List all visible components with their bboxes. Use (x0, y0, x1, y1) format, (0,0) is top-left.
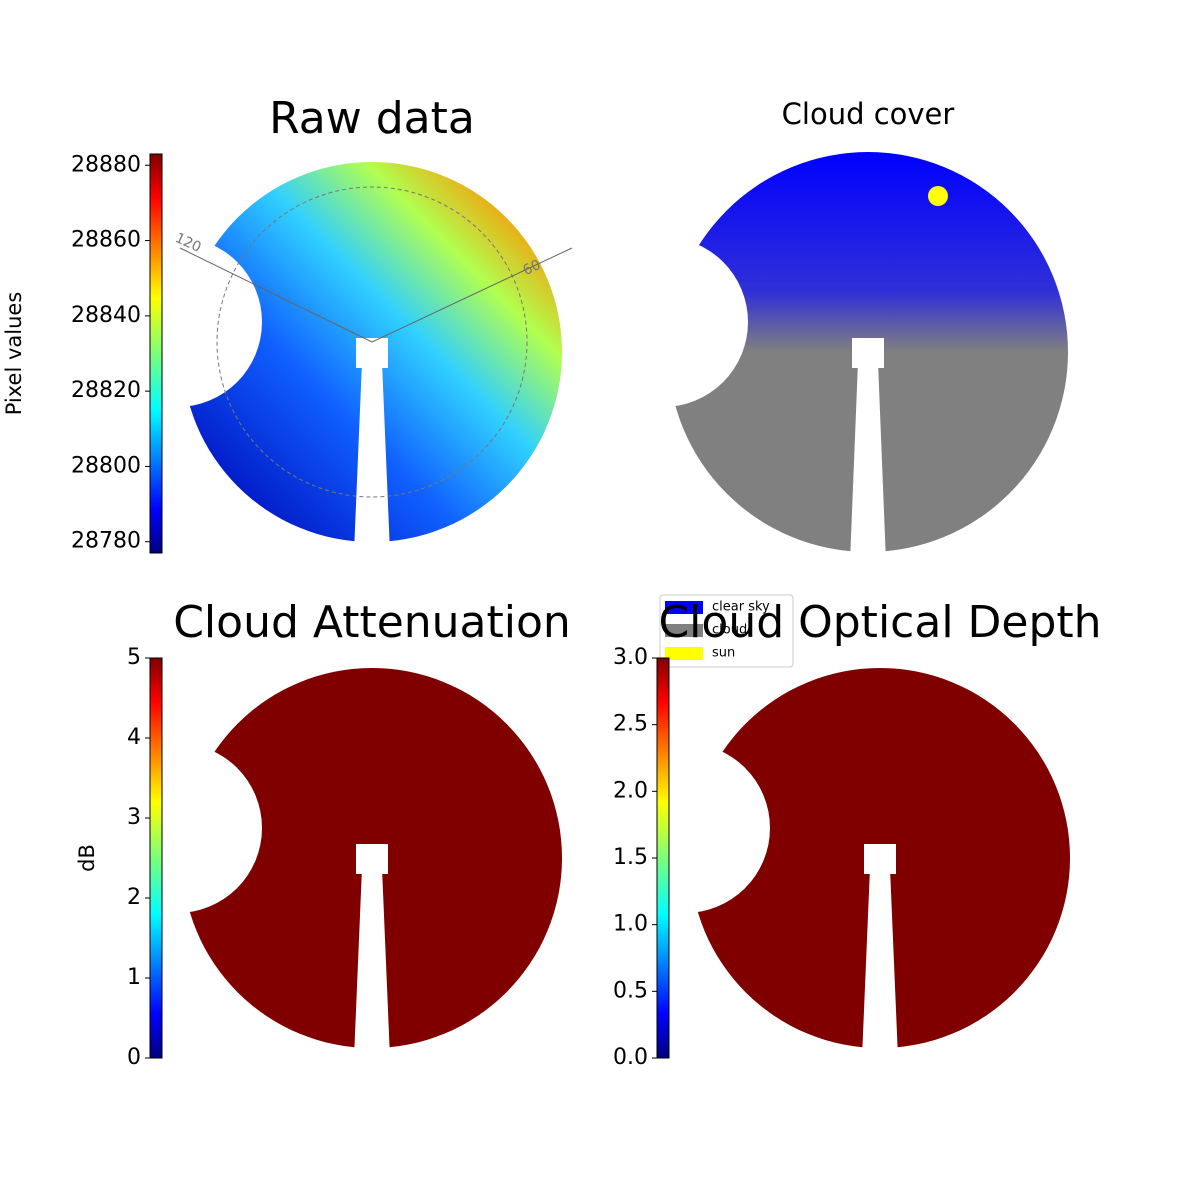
mask-mast (850, 362, 886, 562)
mask-mast (354, 362, 390, 552)
legend-swatch (665, 601, 703, 614)
colorbar-tick-label: 0.0 (613, 1045, 648, 1070)
mask-notch (600, 743, 770, 913)
mask-box (852, 338, 884, 368)
polar-axis (371, 247, 573, 343)
legend-swatch (665, 624, 703, 637)
colorbar-tick-label: 2 (127, 885, 141, 910)
colorbar-tick-label: 3.0 (613, 645, 648, 670)
legend-label: sun (712, 646, 735, 661)
colorbar-tick-label: 28820 (71, 378, 141, 403)
colorbar-tick-label: 5 (127, 645, 141, 670)
polar-axis (179, 247, 373, 343)
mask-box (356, 338, 388, 368)
colorbar (149, 657, 163, 1059)
colorbar-tick-label: 28880 (71, 152, 141, 177)
colorbar-tick-label: 4 (127, 725, 141, 750)
mask-box (356, 844, 388, 874)
colorbar-tick-label: 1.0 (613, 912, 648, 937)
colorbar-label: Pixel values (2, 292, 26, 416)
colorbar (656, 657, 670, 1059)
mask-mast (354, 868, 390, 1058)
legend-swatch (665, 647, 703, 660)
colorbar (149, 153, 163, 554)
sun-marker (928, 186, 948, 206)
colorbar-tick-label: 1 (127, 965, 141, 990)
panel-title: Cloud cover (782, 97, 955, 131)
colorbar-tick-label: 2.5 (613, 712, 648, 737)
polar-annotation: 60 (521, 257, 544, 279)
polar-ring (216, 186, 528, 498)
panel-title: Cloud Optical Depth (658, 597, 1101, 648)
mask-notch (92, 237, 262, 407)
colorbar-tick-label: 28800 (71, 453, 141, 478)
panel-title: Raw data (269, 93, 475, 144)
colorbar-tick-label: 0.5 (613, 978, 648, 1003)
panel-title: Cloud Attenuation (173, 597, 571, 648)
colorbar-tick-label: 28780 (71, 529, 141, 554)
colorbar-tick-label: 28860 (71, 228, 141, 253)
colorbar-tick-label: 1.5 (613, 845, 648, 870)
colorbar-tick-label: 3 (127, 805, 141, 830)
colorbar-tick-label: 2.0 (613, 778, 648, 803)
mask-box (864, 844, 896, 874)
mask-notch (92, 743, 262, 913)
colorbar-tick-label: 0 (127, 1045, 141, 1070)
legend-label: clear sky (712, 600, 770, 615)
mask-mast (862, 868, 898, 1058)
colorbar-tick-label: 28840 (71, 303, 141, 328)
legend-label: cloud (712, 623, 747, 638)
mask-notch (578, 237, 748, 407)
colorbar-label: dB (75, 844, 99, 872)
